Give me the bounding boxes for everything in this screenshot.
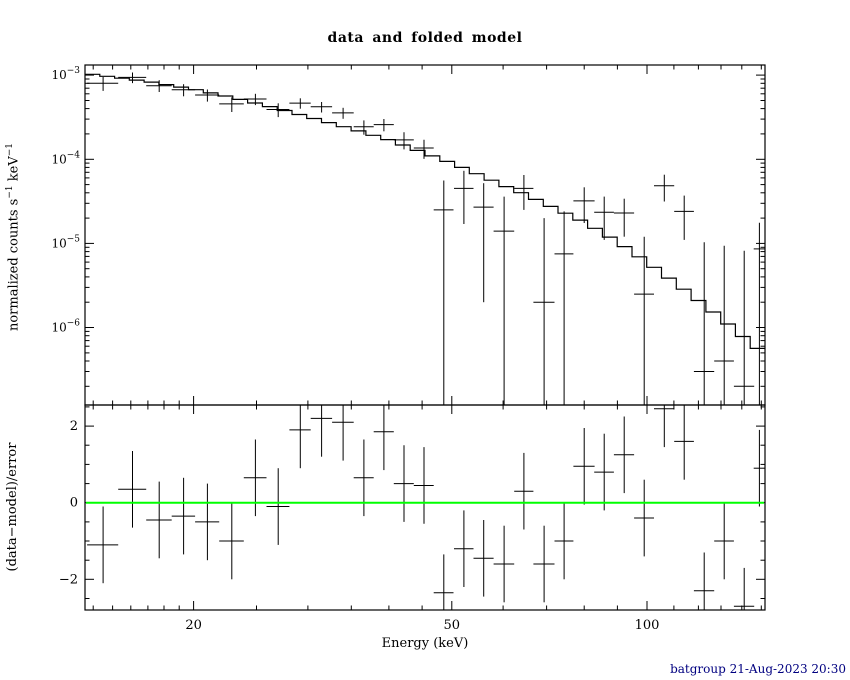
x-tick-label: 20 xyxy=(185,618,202,633)
top-panel-frame xyxy=(84,64,766,406)
x-axis-label: Energy (keV) xyxy=(381,636,469,651)
bottom-panel-frame xyxy=(84,404,766,611)
y-tick-label: 10−6 xyxy=(51,319,80,335)
x-tick-label: 50 xyxy=(444,618,461,633)
y-tick-label: 0 xyxy=(70,496,78,511)
y-tick-label: 2 xyxy=(70,419,78,434)
y-axis-label-top-text2: keV xyxy=(6,156,22,186)
y-axis-label-top-sup1: −1 xyxy=(5,185,15,199)
y-axis-label-bottom: (data−model)/error xyxy=(5,442,20,572)
y-tick-label: −2 xyxy=(59,572,78,587)
timestamp: batgroup 21-Aug-2023 20:30 xyxy=(670,662,846,676)
y-tick-label: 10−5 xyxy=(51,234,80,250)
plot-title: data and folded model xyxy=(327,30,523,46)
y-axis-label-top-sup2: −1 xyxy=(5,143,15,157)
y-axis-label-top-text1: normalized counts s xyxy=(6,198,22,332)
model-histogram xyxy=(85,73,765,349)
x-tick-label: 100 xyxy=(635,618,660,633)
y-axis-label-top: normalized counts s−1 keV−1 xyxy=(5,77,23,397)
y-tick-label: 10−4 xyxy=(51,150,80,166)
y-tick-label: 10−3 xyxy=(51,66,80,82)
